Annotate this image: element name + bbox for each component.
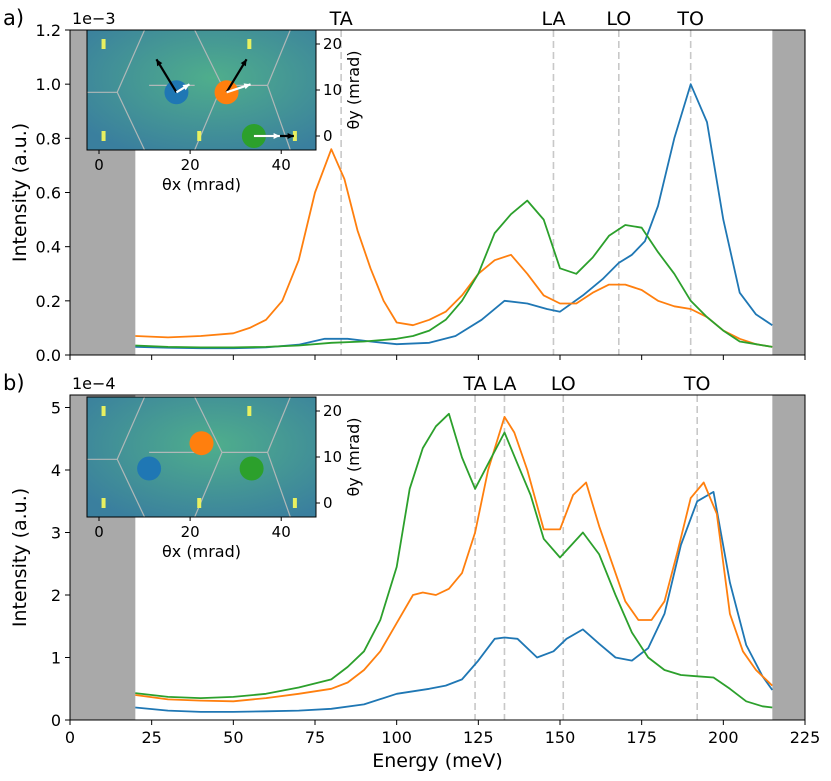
inset-y-tick-label: 0: [323, 494, 333, 512]
series-line-3: [135, 412, 773, 709]
mode-label-to: TO: [676, 8, 704, 30]
y-tick-label: 0.0: [36, 346, 61, 365]
panel-label: b): [3, 371, 25, 395]
bragg-spot: [247, 406, 252, 416]
series-line-2: [135, 416, 773, 703]
series-line-2: [135, 148, 773, 348]
y-tick-label: 1.2: [36, 21, 61, 40]
inset-marker-2: [189, 431, 214, 456]
inset-x-tick-label: 0: [94, 523, 104, 541]
inset-x-tick-label: 20: [181, 156, 200, 174]
y-tick-label: 5: [51, 399, 61, 418]
series-line-1: [135, 491, 774, 713]
x-tick-label: 25: [141, 728, 161, 747]
mode-label-la: LA: [541, 8, 565, 30]
y-tick-label: 0.4: [36, 238, 61, 257]
vector-arrowhead: [273, 132, 280, 140]
axes-frame: [69, 394, 806, 721]
y-tick-label: 1.0: [36, 75, 61, 94]
bragg-spot: [197, 131, 202, 141]
vector-arrow: [225, 58, 248, 93]
y-tick-label: 3: [51, 524, 61, 543]
inset-y-tick-label: 10: [323, 448, 342, 466]
vector-arrow: [155, 58, 178, 93]
y-axis-label: Intensity (a.u.): [9, 488, 31, 627]
bragg-spot: [292, 498, 297, 508]
vector-arrowhead: [240, 59, 247, 67]
exponent-label: 1e−4: [72, 374, 116, 393]
inset-y-label: θy (mrad): [344, 418, 363, 497]
series-line-3: [135, 199, 773, 349]
inset-y-tick-label: 20: [323, 402, 342, 420]
inset-grid-lines: [87, 396, 291, 518]
bragg-spot: [292, 131, 297, 141]
bragg-spot: [101, 131, 106, 141]
inset-x-tick-label: 40: [272, 523, 291, 541]
mode-label-ta: TA: [329, 8, 353, 30]
inset-x-tick-label: 20: [181, 523, 200, 541]
inset-x-label: θx (mrad): [162, 175, 241, 194]
shaded-region: [772, 395, 805, 720]
mode-label-lo: LO: [606, 8, 631, 30]
inset-y-tick-label: 20: [323, 35, 342, 53]
x-axis-label: Energy (meV): [372, 750, 503, 772]
mode-label-to: TO: [683, 373, 711, 395]
vector-arrowhead: [156, 59, 163, 67]
x-tick-label: 200: [708, 728, 739, 747]
bragg-spot: [197, 498, 202, 508]
bragg-spot: [247, 39, 252, 49]
x-tick-label: 0: [65, 728, 75, 747]
y-tick-label: 0.6: [36, 184, 61, 203]
inset-y-label: θy (mrad): [344, 51, 363, 130]
inset-diffraction-image: [87, 397, 316, 517]
bragg-spot: [101, 406, 106, 416]
x-tick-label: 175: [626, 728, 657, 747]
exponent-label: 1e−3: [72, 9, 116, 28]
y-tick-label: 0.2: [36, 292, 61, 311]
vector-arrowhead: [287, 132, 294, 140]
bragg-spot: [101, 39, 106, 49]
x-tick-label: 75: [305, 728, 325, 747]
x-tick-label: 225: [790, 728, 821, 747]
bragg-spot: [101, 498, 106, 508]
panel-label: a): [3, 6, 24, 30]
inset-marker-3: [239, 456, 264, 481]
x-tick-label: 50: [223, 728, 243, 747]
x-tick-label: 150: [545, 728, 576, 747]
inset-y-tick-label: 0: [323, 127, 333, 145]
y-tick-label: 4: [51, 461, 61, 480]
panel-a: TA LA LO TO 0.0 0.2 0.4 0.6 0.8 1.0 1.2 Intensity (…: [3, 6, 806, 365]
inset-y-tick-label: 10: [323, 81, 342, 99]
x-tick-label: 125: [463, 728, 494, 747]
inset-x-tick-label: 0: [94, 156, 104, 174]
y-tick-label: 0: [51, 711, 61, 730]
shaded-region: [772, 30, 805, 355]
mode-label-ta: TA: [462, 373, 486, 395]
mode-label-la: LA: [492, 373, 516, 395]
y-tick-label: 0.8: [36, 129, 61, 148]
inset-diffraction-image: [87, 30, 316, 150]
vector-arrowhead: [182, 84, 190, 91]
mode-label-lo: LO: [551, 373, 576, 395]
inset-x-tick-label: 40: [272, 156, 291, 174]
inset-marker-1: [137, 456, 162, 481]
x-tick-label: 100: [381, 728, 412, 747]
y-tick-label: 1: [51, 649, 61, 668]
vector-arrowhead: [243, 83, 251, 90]
y-axis-label: Intensity (a.u.): [9, 123, 31, 262]
y-tick-label: 2: [51, 586, 61, 605]
inset-x-label: θx (mrad): [162, 542, 241, 561]
